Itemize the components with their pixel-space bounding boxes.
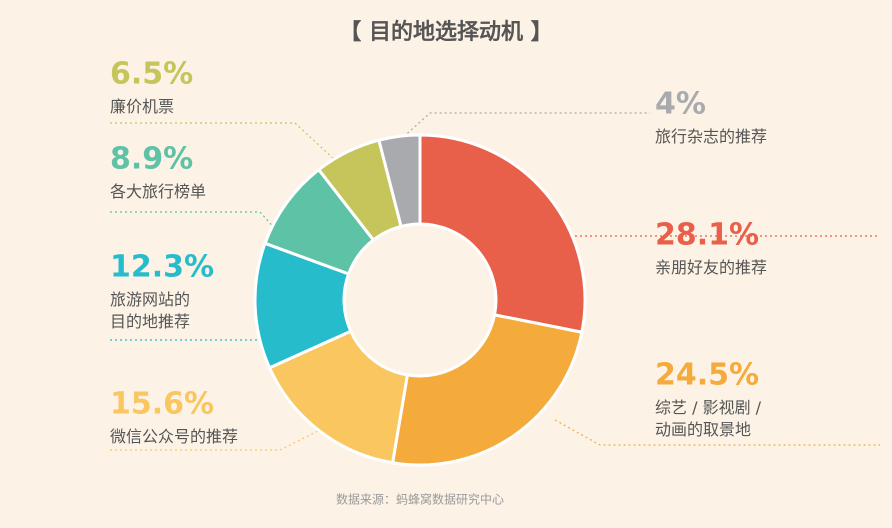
category-label-line: 动画的取景地 xyxy=(655,420,751,439)
category-label-line: 旅游网站的 xyxy=(110,290,190,309)
category-label: 旅游网站的目的地推荐 xyxy=(110,290,190,331)
category-label: 各大旅行榜单 xyxy=(110,182,206,201)
leader-line xyxy=(110,429,321,451)
category-label: 亲朋好友的推荐 xyxy=(655,258,767,277)
chart-title: 【 目的地选择动机 】 xyxy=(339,19,552,45)
value-label: 8.9% xyxy=(110,142,193,177)
leader-line xyxy=(110,122,336,161)
donut-segment xyxy=(377,133,422,229)
category-label-line: 各大旅行榜单 xyxy=(110,182,206,201)
category-label: 综艺 / 影视剧 / 动画的取景地 xyxy=(655,398,762,439)
category-label-line: 综艺 / 影视剧 / xyxy=(655,398,762,417)
source-note: 数据来源：蚂蜂窝数据研究中心 xyxy=(336,492,504,507)
value-label: 6.5% xyxy=(110,57,193,92)
category-label: 微信公众号的推荐 xyxy=(110,427,238,446)
category-label-line: 目的地推荐 xyxy=(110,312,190,331)
leader-line xyxy=(399,112,650,141)
category-label: 旅行杂志的推荐 xyxy=(655,127,767,146)
leader-lines xyxy=(110,112,880,451)
category-label-line: 廉价机票 xyxy=(110,97,174,116)
donut-segment xyxy=(390,313,584,467)
leader-line xyxy=(554,419,880,446)
category-label-line: 亲朋好友的推荐 xyxy=(655,258,767,277)
category-label-line: 旅行杂志的推荐 xyxy=(655,127,767,146)
category-label-line: 微信公众号的推荐 xyxy=(110,427,238,446)
donut-segment xyxy=(267,329,410,465)
donut-segment xyxy=(418,133,587,334)
leader-line xyxy=(110,211,279,233)
value-label: 12.3% xyxy=(110,250,214,285)
value-label: 4% xyxy=(655,87,706,122)
value-label: 28.1% xyxy=(655,218,759,253)
value-label: 24.5% xyxy=(655,358,759,393)
value-label: 15.6% xyxy=(110,387,214,422)
category-label: 廉价机票 xyxy=(110,97,174,116)
